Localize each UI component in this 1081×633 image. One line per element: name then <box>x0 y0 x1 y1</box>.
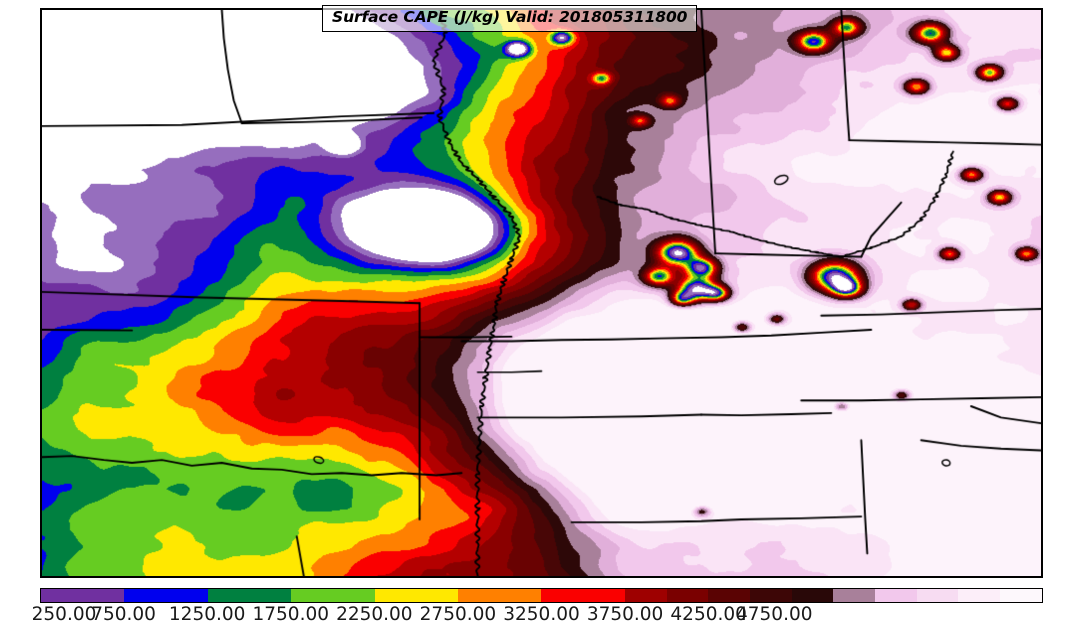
colorbar-tick-label: 1250.00 <box>168 604 246 625</box>
colorbar-segment <box>958 589 1001 602</box>
colorbar-segment <box>416 589 459 602</box>
colorbar-segment <box>332 589 375 602</box>
colorbar-segment <box>82 589 125 602</box>
colorbar-segment <box>583 589 625 602</box>
colorbar-segment <box>374 589 417 602</box>
colorbar-segment <box>916 589 959 602</box>
colorbar-tick-label: 750.00 <box>91 604 156 625</box>
map-title-box: Surface CAPE (J/kg) Valid: 201805311800 <box>322 5 698 32</box>
colorbar-segment <box>1000 589 1042 602</box>
colorbar <box>40 588 1043 603</box>
page-title: Surface CAPE (J/kg) Valid: 201805311800 <box>332 8 688 26</box>
colorbar-segment <box>458 589 500 602</box>
colorbar-segment <box>41 589 83 602</box>
cape-contour-field <box>42 10 1041 576</box>
colorbar-tick-label: 3250.00 <box>503 604 580 625</box>
colorbar-segment <box>124 589 167 602</box>
colorbar-segment <box>499 589 542 602</box>
colorbar-segment <box>541 589 584 602</box>
colorbar-segment <box>749 589 792 602</box>
colorbar-segment <box>624 589 667 602</box>
colorbar-tick-label: 2750.00 <box>419 604 497 625</box>
colorbar-segment <box>166 589 208 602</box>
colorbar-segment <box>875 589 917 602</box>
colorbar-segment <box>291 589 333 602</box>
colorbar-tick-label: 4750.00 <box>735 604 813 625</box>
colorbar-tick-label: 4250.00 <box>670 604 747 625</box>
colorbar-tick-label: 3750.00 <box>586 604 664 625</box>
colorbar-tick-label: 2250.00 <box>336 604 413 625</box>
colorbar-segment <box>249 589 292 602</box>
colorbar-tick-label: 1750.00 <box>252 604 330 625</box>
colorbar-segment <box>666 589 709 602</box>
colorbar-segment <box>833 589 876 602</box>
colorbar-segment <box>791 589 834 602</box>
colorbar-segment <box>207 589 250 602</box>
colorbar-segment <box>708 589 750 602</box>
cape-map-panel <box>40 8 1043 578</box>
colorbar-tick-labels: 250.00 750.00 1250.00 1750.00 2250.00 2750.00… <box>0 604 1081 630</box>
colorbar-tick-label: 250.00 <box>31 604 97 625</box>
